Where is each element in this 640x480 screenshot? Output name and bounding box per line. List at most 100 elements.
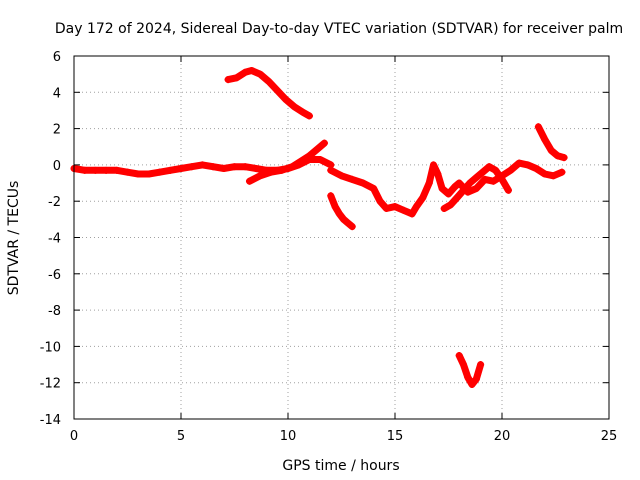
data-point [532,165,540,173]
series-arc-2 [224,67,313,120]
data-point [241,68,249,76]
data-point [265,77,273,85]
data-point [314,145,322,153]
data-point [507,166,515,174]
data-point [445,190,452,198]
data-point [290,103,298,111]
data-point [177,165,185,173]
data-point [134,170,142,178]
data-point [370,184,378,192]
y-tick-label: 2 [53,123,61,138]
data-point [256,70,264,78]
data-point [524,161,532,169]
series-arc-3 [245,139,328,185]
grid [74,56,609,419]
data-point [340,215,348,223]
data-point [102,166,110,174]
data-point [338,172,345,180]
data-point [400,206,408,214]
x-axis-label: GPS time / hours [282,458,399,474]
data-point [124,168,131,176]
data-point [492,166,500,174]
data-point [515,159,523,167]
x-tick-label: 20 [494,429,511,444]
data-point [468,381,476,389]
data-point [81,166,89,174]
data-point [554,152,562,160]
series-arc-5 [327,159,566,218]
series-band [224,67,313,120]
data-point [348,175,356,183]
data-point [241,163,249,171]
y-tick-label: 4 [53,86,61,101]
data-point [558,168,566,176]
x-tick-label: 15 [387,429,404,444]
series-arc-8 [534,123,568,162]
data-point [541,135,549,143]
data-point [331,203,339,211]
data-point [305,112,313,120]
data-point [224,76,232,84]
series-arc-4 [327,192,356,231]
y-tick-label: 6 [53,50,61,65]
data-point [156,168,164,176]
y-tick-label: -2 [48,195,61,210]
x-tick-label: 25 [601,429,618,444]
data-point [245,177,253,185]
data-point [455,351,463,359]
series-arc-6 [440,163,512,212]
data-point [320,139,328,147]
data-point [466,179,474,187]
data-point [472,174,480,182]
data-point [327,192,335,200]
data-point [305,152,313,160]
data-point [113,166,121,174]
data-point [498,175,506,183]
data-point [327,166,335,174]
data-point [425,179,433,187]
data-point [359,179,367,187]
data-point [288,163,296,171]
data-point [145,170,153,178]
data-point [438,184,446,192]
data-point [479,168,487,176]
data-point [504,186,512,194]
data-point [231,163,238,171]
series-arc-7 [455,351,485,389]
data-point [408,210,416,218]
y-tick-label: -10 [40,340,61,355]
data-point [547,146,555,154]
data-point [477,361,485,369]
data-point [166,166,174,174]
y-tick-label: -6 [48,268,61,283]
data-point [549,172,557,180]
data-point [282,96,290,104]
data-point [220,165,228,173]
data-point [267,168,275,176]
data-point [459,361,467,369]
data-point [455,179,463,187]
data-point [273,86,281,94]
data-point [453,194,461,202]
data-point [376,197,384,205]
data-point [412,203,420,211]
y-tick-label: 0 [53,159,61,174]
data-point [382,204,390,212]
data-point [440,204,448,212]
data-point [299,108,307,116]
data-point [489,177,497,185]
data-point [434,170,442,178]
data-point [91,166,99,174]
y-tick-label: -14 [40,413,61,428]
data-point [335,210,343,218]
data-point [209,163,217,171]
data-point [348,223,356,231]
data-point [188,163,196,171]
x-tick-label: 10 [280,429,297,444]
data-point [534,123,542,131]
data-point [278,166,286,174]
data-point [560,154,568,162]
data-point [485,163,493,171]
